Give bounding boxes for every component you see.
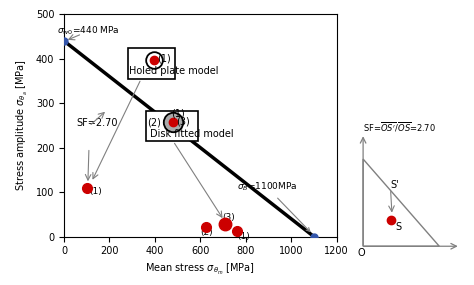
Text: SF=2.70: SF=2.70 [76,118,118,128]
X-axis label: Mean stress $\sigma_{\theta_m}$ [MPa]: Mean stress $\sigma_{\theta_m}$ [MPa] [146,262,255,277]
Text: (1): (1) [171,109,185,119]
Text: (2): (2) [147,117,162,127]
Text: SF=$\overline{OS'}$/$\overline{OS}$=2.70: SF=$\overline{OS'}$/$\overline{OS}$=2.70 [363,121,436,134]
Bar [146,111,198,141]
Text: (1): (1) [238,232,250,241]
Bar [128,48,175,79]
Text: O: O [358,249,365,258]
Text: (3): (3) [176,116,190,126]
Text: (2): (2) [200,228,213,237]
Text: Holed plate model: Holed plate model [129,66,219,76]
Text: $\sigma_B$=1100MPa: $\sigma_B$=1100MPa [237,181,310,231]
Text: (1): (1) [156,54,171,64]
Text: $\sigma_{w0}$=440 MPa: $\sigma_{w0}$=440 MPa [57,25,120,37]
Text: (1): (1) [90,187,102,196]
Text: S': S' [391,180,399,190]
Y-axis label: Stress amplitude $\sigma_{\theta_a}$ [MPa]: Stress amplitude $\sigma_{\theta_a}$ [MP… [15,60,30,191]
Text: Disk fitted model: Disk fitted model [150,129,234,139]
Text: S: S [396,222,402,232]
Text: (3): (3) [222,213,235,222]
